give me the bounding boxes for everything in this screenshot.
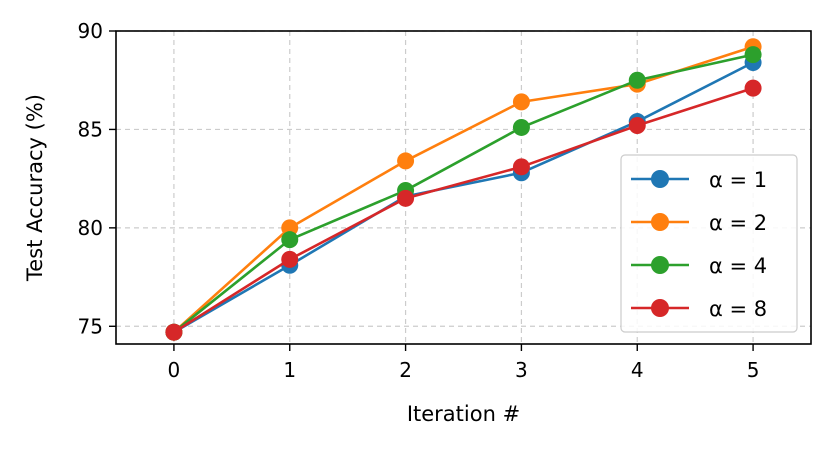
data-point (512, 158, 530, 176)
y-tick-label: 90 (78, 19, 103, 43)
x-axis-ticks: 0 1 2 3 4 5 (168, 344, 760, 382)
x-tick-label: 3 (515, 358, 528, 382)
legend-label: α = 8 (709, 297, 767, 321)
data-point (628, 71, 646, 89)
legend-item: α = 8 (631, 297, 767, 321)
series-line (173, 45, 754, 334)
x-axis-label: Iteration # (407, 402, 520, 426)
plot-frame (115, 30, 812, 345)
x-tick-label: 4 (631, 358, 644, 382)
x-tick-label: 0 (168, 358, 181, 382)
series-line (173, 53, 754, 334)
data-point (512, 93, 530, 111)
data-point (281, 219, 299, 237)
series-4 (165, 79, 762, 341)
y-tick-label: 85 (78, 117, 103, 141)
legend-label: α = 1 (709, 168, 767, 192)
legend-item: α = 1 (631, 168, 767, 192)
legend-marker (651, 256, 669, 274)
data-point (744, 46, 762, 64)
series-line (173, 86, 754, 334)
series-line (173, 61, 754, 334)
data-point (281, 231, 299, 249)
x-tick-label: 2 (399, 358, 412, 382)
legend-label: α = 2 (709, 211, 767, 235)
y-tick-label: 80 (78, 216, 103, 240)
data-point (397, 189, 415, 207)
data-point (165, 323, 183, 341)
data-point (512, 118, 530, 136)
legend-marker (651, 213, 669, 231)
series-3 (165, 46, 762, 341)
legend-label: α = 4 (709, 254, 767, 278)
legend: α = 1 α = 2 α = 4 α = 8 (620, 154, 798, 333)
y-axis-ticks: 75 80 85 90 (78, 19, 116, 338)
x-tick-label: 1 (283, 358, 296, 382)
legend-box (620, 154, 798, 333)
legend-marker (651, 299, 669, 317)
legend-item: α = 2 (631, 211, 767, 235)
legend-marker (651, 170, 669, 188)
data-point (281, 250, 299, 268)
data-point (744, 79, 762, 97)
y-tick-label: 75 (78, 314, 103, 338)
data-point (397, 152, 415, 170)
y-axis-label: Test Accuracy (%) (23, 94, 47, 282)
x-tick-label: 5 (747, 358, 760, 382)
series-layer (165, 38, 762, 341)
legend-item: α = 4 (631, 254, 767, 278)
data-point (628, 116, 646, 134)
